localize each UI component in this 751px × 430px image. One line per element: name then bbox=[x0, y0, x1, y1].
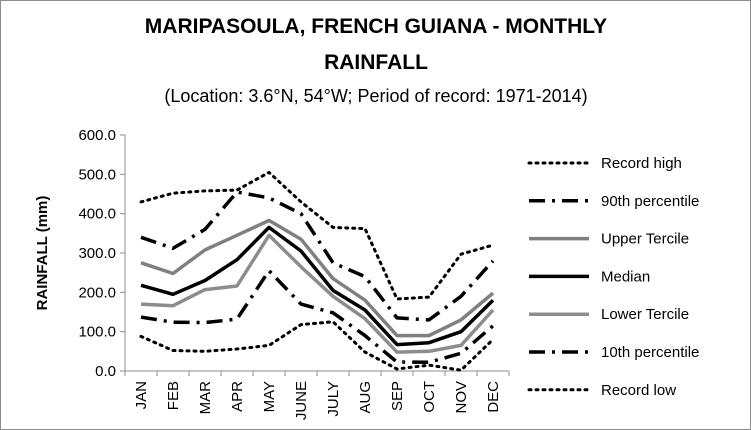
legend-label: Record high bbox=[601, 155, 682, 172]
x-tick-label: JULY bbox=[325, 381, 342, 417]
x-tick-label: DEC bbox=[485, 381, 502, 413]
x-tick-label: NOV bbox=[453, 381, 470, 414]
chart-title-line2: RAINFALL bbox=[324, 51, 428, 74]
x-tick-label: FEB bbox=[165, 381, 182, 410]
x-tick-label: JUNE bbox=[293, 381, 310, 420]
legend-label: Upper Tercile bbox=[601, 231, 689, 248]
legend-label: Lower Tercile bbox=[601, 306, 689, 323]
legend-label: 10th percentile bbox=[601, 344, 699, 361]
x-tick-label: APR bbox=[229, 381, 246, 412]
y-tick-label: 0.0 bbox=[95, 363, 116, 380]
y-tick-label: 300.0 bbox=[78, 245, 116, 262]
y-tick-label: 400.0 bbox=[78, 206, 116, 223]
chart-title-line1: MARIPASOULA, FRENCH GUIANA - MONTHLY bbox=[145, 15, 607, 38]
series-line-upper-tercile bbox=[140, 218, 495, 338]
plot-area: 0.0 100.0 200.0 300.0 400.0 500.0 600.0 JAN FEB M… bbox=[78, 127, 510, 420]
legend-label: 90th percentile bbox=[601, 193, 699, 210]
series-line-lower-tercile bbox=[140, 233, 495, 354]
x-tick-label: OCT bbox=[421, 381, 438, 413]
y-tick-label: 100.0 bbox=[78, 324, 116, 341]
x-tick-label: SEP bbox=[389, 381, 406, 411]
y-axis-label: RAINFALL (mm) bbox=[34, 196, 51, 311]
chart-subtitle: (Location: 3.6°N, 54°W; Period of record… bbox=[164, 86, 587, 106]
y-tick-label: 600.0 bbox=[78, 127, 116, 144]
x-tick-label: JAN bbox=[133, 381, 150, 409]
legend-label: Median bbox=[601, 268, 650, 285]
series-line-median bbox=[140, 225, 495, 347]
x-tick-label: MAR bbox=[197, 381, 214, 415]
series-line-record-low bbox=[139, 320, 495, 372]
x-tick-label: AUG bbox=[357, 381, 374, 414]
legend: Record high 90th percentile Upper Tercile M… bbox=[527, 155, 699, 399]
x-tick-label: MAY bbox=[261, 381, 278, 412]
legend-label: Record low bbox=[601, 382, 676, 399]
series-line-record-high bbox=[139, 170, 495, 301]
y-tick-label: 500.0 bbox=[78, 166, 116, 183]
y-tick-label: 200.0 bbox=[78, 284, 116, 301]
series-line-90th-percentile bbox=[140, 190, 495, 322]
